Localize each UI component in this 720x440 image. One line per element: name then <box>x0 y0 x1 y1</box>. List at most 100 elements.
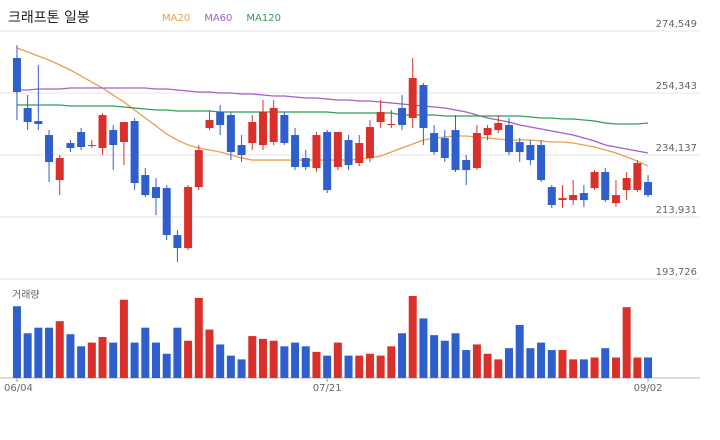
candle-body <box>398 108 407 126</box>
volume-bar <box>226 355 235 378</box>
volume-bar <box>611 357 620 378</box>
candle-body <box>515 142 524 153</box>
y-tick-label: 193,726 <box>656 267 697 278</box>
volume-bar <box>55 321 64 378</box>
candle-body <box>601 172 610 201</box>
volume-bar <box>258 338 267 378</box>
volume-bar <box>547 350 556 378</box>
volume-bar <box>109 342 118 378</box>
volume-bar <box>77 346 86 378</box>
volume-bar <box>398 333 407 378</box>
chart-title: 크래프톤 일봉 <box>8 10 90 26</box>
candle-body <box>494 123 503 131</box>
volume-bar <box>237 359 246 378</box>
volume-bar <box>162 353 171 378</box>
legend-entry: MA60 <box>204 13 232 24</box>
y-tick-label: 234,137 <box>656 143 697 154</box>
legend-entry: MA120 <box>246 13 281 24</box>
volume-label: 거래량 <box>12 289 40 301</box>
candle-body <box>237 145 246 156</box>
volume-bar <box>23 333 32 378</box>
x-tick-label: 06/04 <box>4 383 33 394</box>
candle-body <box>365 127 374 159</box>
volume-bar <box>12 306 21 378</box>
volume-bar <box>462 350 471 378</box>
volume-bar <box>494 359 503 378</box>
volume-bar <box>601 348 610 378</box>
volume-bar <box>376 355 385 378</box>
candle-body <box>119 122 128 143</box>
y-tick-label: 274,549 <box>656 19 697 30</box>
candle-body <box>633 163 642 191</box>
x-tick-label: 07/21 <box>313 383 342 394</box>
volume-bar <box>291 342 300 378</box>
volume-bar <box>141 327 150 378</box>
volume-bar <box>408 296 417 378</box>
ma-line <box>16 104 649 125</box>
volume-bar <box>590 357 599 378</box>
y-tick-label: 213,931 <box>656 205 697 216</box>
candle-body <box>323 132 332 191</box>
candle-body <box>333 132 342 168</box>
candle-body <box>301 158 310 168</box>
candle-body <box>269 108 278 143</box>
volume-bar <box>34 327 43 378</box>
volume-bar <box>66 334 75 378</box>
candle-body <box>611 195 620 204</box>
volume-bar <box>440 340 449 378</box>
volume-bar <box>387 346 396 378</box>
candle-body <box>504 125 513 153</box>
candle-body <box>98 115 107 149</box>
candle-body <box>569 195 578 201</box>
candle-body <box>141 175 150 196</box>
candle-body <box>173 235 182 249</box>
volume-bar <box>644 357 653 378</box>
volume-bar <box>333 342 342 378</box>
candle-body <box>430 133 439 153</box>
candle-body <box>355 143 364 164</box>
volume-bar <box>430 335 439 378</box>
volume-bar <box>248 336 257 378</box>
candle-body <box>547 187 556 206</box>
candle-body <box>419 85 428 129</box>
candle-body <box>280 115 289 144</box>
candle-body <box>194 150 203 188</box>
candle-body <box>109 130 118 146</box>
candle-body <box>590 172 599 189</box>
candle-body <box>184 187 193 249</box>
volume-bar <box>537 342 546 378</box>
candle-body <box>77 132 86 148</box>
candle-body <box>258 112 267 146</box>
candle-body <box>130 121 139 184</box>
volume-bar <box>194 297 203 378</box>
candle-body <box>408 78 417 119</box>
candle-body <box>387 124 396 126</box>
candle-body <box>472 133 481 169</box>
candle-body <box>162 188 171 236</box>
volume-bar <box>472 344 481 378</box>
candle-body <box>526 145 535 161</box>
candle-body <box>55 158 64 181</box>
volume-bar <box>87 342 96 378</box>
volume-bar <box>152 342 161 378</box>
legend-entry: MA20 <box>162 13 190 24</box>
candle-body <box>644 182 653 196</box>
volume-bar <box>451 333 460 378</box>
volume-bar <box>419 318 428 378</box>
ma-line <box>16 87 649 154</box>
volume-bar <box>504 348 513 378</box>
volume-bar <box>344 355 353 378</box>
volume-bar <box>558 350 567 378</box>
candle-body <box>579 193 588 201</box>
candle-body <box>622 178 631 191</box>
volume-bar <box>216 344 225 378</box>
candle-body <box>66 143 75 149</box>
volume-bar <box>569 359 578 378</box>
volume-bar <box>184 340 193 378</box>
candle-body <box>451 130 460 171</box>
volume-bar <box>130 342 139 378</box>
candle-body <box>12 58 21 93</box>
volume-bar <box>269 340 278 378</box>
volume-bar <box>45 327 54 378</box>
